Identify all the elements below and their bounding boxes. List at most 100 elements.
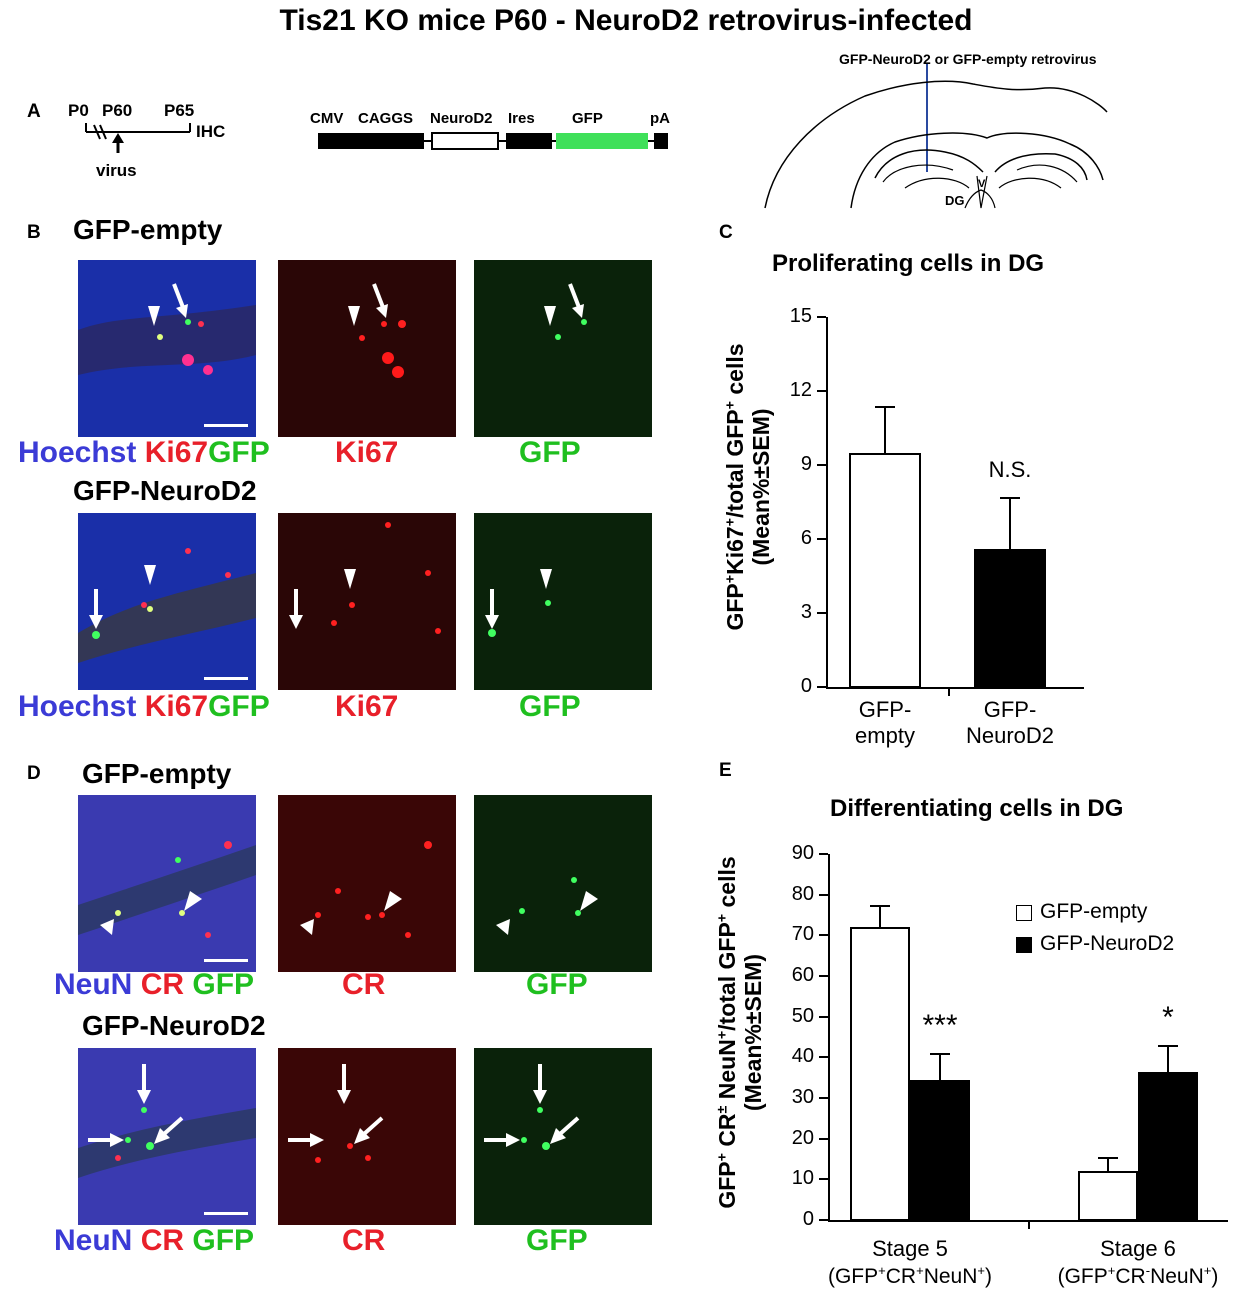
y-axis-label-line2: (Mean%±SEM): [748, 408, 774, 566]
y-tick-label: 9: [800, 453, 812, 475]
timeline-virus: virus: [96, 161, 137, 180]
label-gfp: GFP: [192, 968, 255, 1001]
construct-block-neurod2: [431, 132, 499, 150]
x-tick-label: GFP- NeuroD2: [965, 697, 1055, 748]
ventricle-label: V: [978, 178, 986, 190]
y-tick-label: 80: [791, 882, 814, 905]
significance-label: ***: [922, 1009, 958, 1043]
scale-bar: [204, 959, 248, 962]
label-gfp: GFP: [192, 1224, 255, 1257]
construct-pa: pA: [650, 110, 670, 127]
timeline-p65: P65: [164, 101, 195, 120]
label-gfp: GFP: [519, 690, 581, 723]
label-cr: CR: [342, 968, 386, 1001]
panel-label-a: A: [27, 101, 41, 122]
legend-swatch: [1016, 905, 1032, 921]
label-cr: CR: [342, 1224, 386, 1257]
micrograph-b-empty-gfp: [474, 260, 652, 437]
scale-bar: [204, 677, 248, 680]
chart-e-title: Differentiating cells in DG: [830, 795, 1124, 822]
construct-block-cmv-caggs: [318, 133, 424, 149]
micrograph-b-neurod2-ki67: [278, 513, 456, 690]
chart-e: 0 10 20 30 40 50 60 70 80 90 *** * Stage 5 (GFP+CR+Ne…: [700, 790, 1252, 1300]
chart-c: 0 3 6 9 12 15 GFP- empty N.S. GFP- NeuroD2 GFP+Ki…: [700, 290, 1100, 760]
panel-d-condition-2: GFP-NeuroD2: [82, 1010, 266, 1041]
construct-ires: Ires: [508, 110, 535, 127]
y-tick: [817, 464, 826, 466]
x-axis-tick: [1028, 1220, 1030, 1229]
label-ki67: Ki67: [144, 436, 209, 469]
label-gfp: GFP: [519, 436, 581, 469]
panel-label-b: B: [27, 222, 41, 243]
y-axis-label-line2: (Mean%±SEM): [740, 953, 766, 1112]
legend-label: GFP-NeuroD2: [1040, 932, 1175, 955]
scale-bar: [204, 424, 248, 427]
x-tick-label: Stage 5: [872, 1236, 948, 1261]
micrograph-b-neurod2-merge: [78, 513, 256, 690]
y-tick: [819, 853, 828, 855]
y-tick-label: 0: [800, 675, 812, 697]
label-gfp: GFP: [208, 690, 270, 723]
y-tick: [817, 612, 826, 614]
y-tick: [819, 1097, 828, 1099]
bar-gfp-neurod2: [1138, 1071, 1198, 1221]
micrograph-b-empty-ki67: [278, 260, 456, 437]
construct-cmv: CMV: [310, 110, 344, 127]
y-tick-label: 12: [789, 379, 812, 401]
y-tick: [817, 390, 826, 392]
micrograph-b-neurod2-gfp: [474, 513, 652, 690]
micrograph-d-neurod2-cr: [278, 1048, 456, 1225]
label-gfp: GFP: [526, 1224, 588, 1257]
micrograph-d-neurod2-merge: [78, 1048, 256, 1225]
error-bar-cap: [1098, 1156, 1118, 1159]
bar-gfp-empty: [849, 452, 921, 688]
label-gfp: GFP: [208, 436, 270, 469]
y-tick: [817, 316, 826, 318]
error-bar: [1167, 1045, 1169, 1072]
construct-gfp: GFP: [572, 110, 603, 127]
y-tick: [819, 1219, 828, 1221]
chart-c-title: Proliferating cells in DG: [772, 250, 1045, 277]
y-tick-label: 30: [791, 1086, 814, 1108]
y-axis: [828, 854, 830, 1221]
x-tick-label: Stage 6: [1100, 1236, 1176, 1261]
micrograph-d-empty-merge: [78, 795, 256, 972]
label-gfp: GFP: [526, 968, 588, 1001]
timeline-axis: [85, 123, 191, 153]
micrograph-b-empty-merge: [78, 260, 256, 437]
label-hoechst: Hoechst: [18, 436, 137, 469]
legend-swatch: [1016, 937, 1032, 953]
injection-label: GFP-NeuroD2 or GFP-empty retrovirus: [839, 51, 1097, 67]
error-bar: [939, 1053, 941, 1080]
label-ki67: Ki67: [335, 690, 399, 723]
y-tick-label: 0: [802, 1208, 814, 1230]
label-neun: NeuN: [54, 1224, 133, 1257]
x-tick-sublabel: (GFP+CR+NeuN+): [827, 1263, 993, 1288]
label-neun: NeuN: [54, 968, 133, 1001]
micrograph-d-neurod2-gfp: [474, 1048, 652, 1225]
y-tick-label: 15: [789, 305, 812, 327]
error-bar-cap: [930, 1053, 950, 1056]
error-bar: [1107, 1156, 1109, 1172]
timeline-p60: P60: [102, 101, 133, 120]
error-bar: [884, 405, 886, 453]
significance-label: N.S.: [988, 457, 1032, 483]
construct-block-gfp: [556, 133, 648, 149]
y-tick-label: 50: [791, 1004, 814, 1027]
significance-label: *: [1162, 1001, 1174, 1035]
scale-bar: [204, 1212, 248, 1215]
y-tick: [819, 1178, 828, 1181]
y-tick: [819, 1056, 828, 1059]
y-tick-label: 20: [791, 1126, 814, 1149]
y-tick-label: 6: [800, 527, 812, 549]
construct-diagram: CMV CAGGS NeuroD2 Ires GFP pA: [310, 105, 690, 155]
y-axis: [826, 317, 828, 688]
timeline-ihc: IHC: [196, 122, 226, 141]
label-hoechst: Hoechst: [18, 690, 137, 723]
micrograph-d-empty-gfp: [474, 795, 652, 972]
y-tick-label: 40: [791, 1045, 814, 1068]
y-tick-label: 10: [791, 1167, 814, 1190]
y-tick: [817, 538, 826, 540]
y-tick: [819, 975, 828, 977]
panel-label-c: C: [719, 222, 733, 243]
